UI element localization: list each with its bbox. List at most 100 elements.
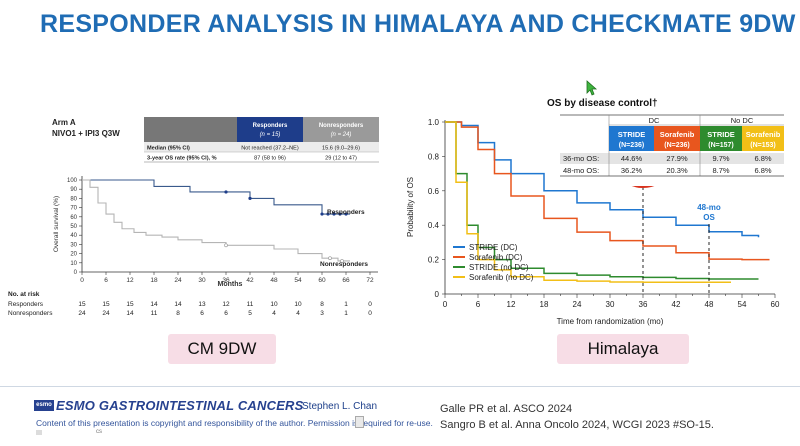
at-risk-value: 15: [78, 301, 86, 308]
at-risk-value: 15: [126, 301, 134, 308]
copyright-notice: Content of this presentation is copyrigh…: [36, 418, 433, 428]
at-risk-label-nonresponders: Nonresponders: [8, 310, 53, 317]
col-responders-label: Responders: [253, 123, 288, 129]
table-cell: 44.6%: [621, 154, 643, 163]
annotation-48mo-line1: 48-mo: [697, 203, 721, 212]
at-risk-value: 11: [247, 301, 254, 308]
at-risk-value: 10: [294, 301, 302, 308]
legend-label: STRIDE (DC): [469, 243, 518, 252]
table-header-nonresponders: [303, 117, 379, 142]
y-tick-label: 1.0: [428, 118, 440, 127]
legend-label: Sorafenib (DC): [469, 253, 523, 262]
table-row-label: 36-mo OS:: [563, 154, 599, 163]
table-column-header: Sorafenib: [660, 130, 695, 139]
himalaya-y-axis-label: Probability of OS: [406, 177, 415, 237]
table-column-header: STRIDE: [618, 130, 646, 139]
censor-mark: [248, 196, 252, 200]
at-risk-header: No. at risk: [8, 291, 40, 298]
at-risk-value: 0: [368, 310, 372, 317]
y-tick-label: 0.2: [428, 256, 440, 265]
y-tick-label: 0: [435, 290, 440, 299]
table-column-header-bg: [654, 126, 700, 151]
cm9dw-y-axis-label: Overall survival (%): [53, 196, 60, 252]
at-risk-value: 24: [102, 310, 110, 317]
cm9dw-label: CM 9DW: [187, 339, 257, 358]
legend-label: STRIDE (no DC): [469, 263, 529, 272]
censor-mark: [328, 256, 332, 260]
table-cell: 6.8%: [754, 166, 771, 175]
table-column-header: Sorafenib: [746, 130, 781, 139]
censor-mark: [338, 212, 342, 216]
x-tick-label: 60: [318, 277, 326, 284]
at-risk-value: 3: [320, 310, 324, 317]
x-tick-label: 72: [366, 277, 374, 284]
himalaya-title: OS by disease control†: [547, 98, 658, 109]
x-tick-label: 48: [705, 300, 714, 309]
x-tick-label: 24: [573, 300, 582, 309]
col-nonresponders-n: (n = 24): [331, 132, 352, 138]
x-tick-label: 18: [150, 277, 158, 284]
presenter-name: Stephen L. Chan: [302, 401, 378, 412]
at-risk-value: 1: [344, 301, 348, 308]
slide-title: RESPONDER ANALYSIS IN HIMALAYA AND CHECK…: [40, 10, 796, 38]
at-risk-value: 12: [222, 301, 230, 308]
at-risk-value: 11: [151, 310, 158, 317]
himalaya-figure: OS by disease control† Probability of OS…: [406, 98, 784, 326]
himalaya-curve-3: [445, 121, 731, 284]
y-tick-label: 0.6: [428, 187, 440, 196]
at-risk-value: 1: [344, 310, 348, 317]
table-cell: 27.9%: [666, 154, 688, 163]
y-tick-label: 0.4: [428, 221, 440, 230]
reference-2: Sangro B et al. Anna Oncolo 2024, WCGI 2…: [440, 419, 714, 431]
himalaya-label-pill: Himalaya: [557, 334, 689, 364]
y-tick-label: 40: [70, 233, 77, 239]
himalaya-y-ticks: 1.0 0.8 0.6 0.4 0.2 0: [428, 118, 445, 299]
himalaya-label: Himalaya: [587, 339, 659, 358]
responders-curve-label: Responders: [327, 209, 365, 216]
at-risk-value: 14: [150, 301, 158, 308]
at-risk-value: 14: [174, 301, 182, 308]
arm-label: Arm A: [52, 118, 76, 127]
footer-separator: [0, 386, 800, 387]
table-cell: 9.7%: [712, 154, 729, 163]
censor-mark: [340, 259, 344, 263]
y-tick-label: 30: [70, 242, 77, 248]
at-risk-label-responders: Responders: [8, 301, 44, 308]
table-cell: 87 (58 to 96): [254, 156, 286, 162]
table-header-blank: [144, 117, 237, 142]
himalaya-os-table: DC No DC STRIDE(N=236)Sorafenib(N=236)ST…: [560, 114, 784, 186]
table-column-header-bg: [609, 126, 654, 151]
table-header-responders: [237, 117, 303, 142]
x-tick-label: 0: [80, 277, 84, 284]
himalaya-curve-1: [445, 121, 770, 261]
x-tick-label: 30: [606, 300, 615, 309]
x-tick-label: 42: [672, 300, 681, 309]
col-responders-n: (n = 15): [260, 132, 281, 138]
table-row-bg: [144, 142, 379, 152]
at-risk-value: 4: [272, 310, 276, 317]
x-tick-label: 12: [507, 300, 516, 309]
table-rows: 36-mo OS: 44.6% 27.9% 9.7% 6.8% 48-mo OS: 36.2…: [563, 154, 772, 175]
at-risk-value: 14: [126, 310, 134, 317]
x-tick-label: 54: [738, 300, 747, 309]
x-tick-label: 48: [270, 277, 278, 284]
cm9dw-figure: Arm A NIVO1 + IPI3 Q3W Responders (n = 1…: [8, 117, 379, 317]
at-risk-value: 15: [102, 301, 110, 308]
himalaya-legend: STRIDE (DC)Sorafenib (DC)STRIDE (no DC)S…: [453, 243, 534, 282]
table-cell: 20.3%: [666, 166, 688, 175]
y-tick-label: 0.8: [428, 152, 440, 161]
at-risk-value: 8: [320, 301, 324, 308]
himalaya-x-ticks: 0 6 12 18 24 30 36 42 48 54 60: [443, 294, 780, 309]
table-row-label: 3-year OS rate (95% CI), %: [147, 156, 217, 162]
x-tick-label: 24: [174, 277, 182, 284]
cursor-caret-icon: [355, 416, 364, 428]
censor-mark: [224, 243, 228, 248]
table-row-shade: [560, 153, 784, 164]
reference-1: Galle PR et al. ASCO 2024: [440, 403, 573, 415]
annotation-48mo-line2: OS: [703, 213, 715, 222]
x-tick-label: 66: [342, 277, 350, 284]
x-tick-label: 6: [476, 300, 481, 309]
at-risk-value: 10: [270, 301, 278, 308]
cm9dw-label-pill: CM 9DW: [168, 334, 276, 364]
